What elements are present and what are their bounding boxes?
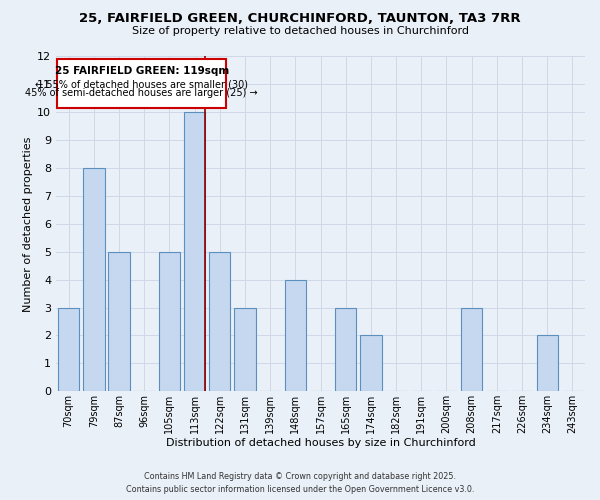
Bar xyxy=(58,308,79,391)
X-axis label: Distribution of detached houses by size in Churchinford: Distribution of detached houses by size … xyxy=(166,438,475,448)
Bar xyxy=(284,280,306,391)
FancyBboxPatch shape xyxy=(57,58,226,108)
Bar xyxy=(536,336,558,391)
Bar xyxy=(83,168,104,391)
Bar xyxy=(158,252,180,391)
Text: ← 55% of detached houses are smaller (30): ← 55% of detached houses are smaller (30… xyxy=(35,80,248,90)
Text: 25 FAIRFIELD GREEN: 119sqm: 25 FAIRFIELD GREEN: 119sqm xyxy=(55,66,229,76)
Bar xyxy=(360,336,382,391)
Text: Contains HM Land Registry data © Crown copyright and database right 2025.
Contai: Contains HM Land Registry data © Crown c… xyxy=(126,472,474,494)
Bar xyxy=(335,308,356,391)
Bar xyxy=(234,308,256,391)
Text: 25, FAIRFIELD GREEN, CHURCHINFORD, TAUNTON, TA3 7RR: 25, FAIRFIELD GREEN, CHURCHINFORD, TAUNT… xyxy=(79,12,521,26)
Bar xyxy=(108,252,130,391)
Bar xyxy=(184,112,205,391)
Bar xyxy=(461,308,482,391)
Y-axis label: Number of detached properties: Number of detached properties xyxy=(23,136,33,312)
Text: Size of property relative to detached houses in Churchinford: Size of property relative to detached ho… xyxy=(131,26,469,36)
Text: 45% of semi-detached houses are larger (25) →: 45% of semi-detached houses are larger (… xyxy=(25,88,258,98)
Bar xyxy=(209,252,230,391)
